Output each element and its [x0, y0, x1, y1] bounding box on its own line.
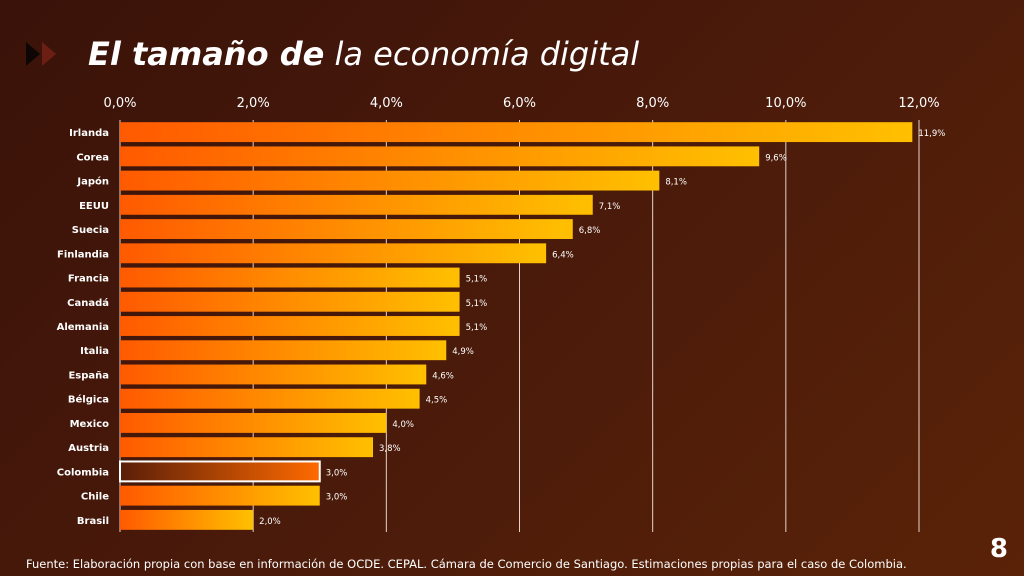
x-axis: 0,0% 2,0% 4,0% 6,0% 8,0% 10,0% 12,0%	[103, 96, 939, 111]
bar-españa	[120, 364, 427, 385]
x-tick-label: 12,0%	[898, 96, 939, 111]
bar-brasil	[120, 509, 254, 530]
value-label: 2,0%	[259, 517, 281, 527]
bar-suecia	[120, 219, 573, 239]
x-tick-label: 10,0%	[765, 96, 806, 111]
value-label: 8,1%	[665, 178, 687, 188]
category-label: España	[68, 370, 109, 381]
page-number: 8	[989, 534, 1008, 564]
value-label: 3,8%	[379, 444, 401, 454]
value-label: 3,0%	[326, 493, 348, 503]
bar-chile	[120, 485, 320, 506]
value-labels: 11,9% 9,6% 8,1% 7,1% 6,8% 6,4% 5,1% 5,1% 5,1% 4,9…	[259, 129, 945, 527]
category-label: Bélgica	[68, 394, 109, 406]
value-label: 4,9%	[452, 347, 474, 357]
category-label: Chile	[81, 492, 109, 503]
x-tick-label: 8,0%	[636, 96, 669, 111]
value-label: 6,4%	[552, 250, 574, 260]
category-label: Japón	[76, 176, 109, 188]
bar-austria	[120, 437, 374, 458]
category-label: Alemania	[57, 322, 109, 333]
category-label: Finlandia	[57, 249, 109, 260]
page-title: El tamaño de la economía digital	[88, 35, 639, 73]
category-labels: Irlanda Corea Japón EEUU Suecia Finlandia Fran…	[57, 128, 110, 527]
category-label: Corea	[76, 152, 109, 163]
bar-irlanda	[120, 122, 913, 143]
value-label: 5,1%	[466, 299, 488, 309]
value-label: 4,6%	[432, 371, 454, 381]
bar-italia	[120, 340, 447, 361]
value-label: 9,6%	[765, 153, 787, 163]
category-label: Brasil	[77, 516, 109, 527]
value-label: 4,5%	[426, 396, 448, 406]
value-label: 5,1%	[466, 323, 488, 333]
category-label: Irlanda	[69, 128, 109, 139]
bar-colombia	[119, 460, 321, 483]
value-label: 6,8%	[579, 226, 601, 236]
category-label: Suecia	[72, 225, 109, 236]
x-tick-label: 4,0%	[370, 96, 403, 111]
category-label: EEUU	[79, 201, 109, 212]
value-label: 11,9%	[918, 129, 945, 139]
category-label: Italia	[80, 346, 109, 357]
value-label: 3,0%	[326, 468, 348, 478]
x-tick-label: 6,0%	[503, 96, 536, 111]
double-arrow-icon	[26, 42, 56, 66]
bar-finlandia	[120, 243, 547, 264]
category-label: Francia	[68, 274, 109, 285]
bar-mexico	[120, 413, 387, 433]
value-label: 5,1%	[466, 275, 488, 285]
bar-corea	[120, 146, 760, 167]
x-tick-label: 2,0%	[237, 96, 270, 111]
title-rest: la economía digital	[334, 35, 640, 73]
category-label: Austria	[68, 443, 109, 454]
value-label: 7,1%	[599, 202, 621, 212]
bar-francia	[120, 267, 460, 288]
category-label: Canadá	[67, 297, 109, 309]
title-bold: El tamaño de	[88, 35, 325, 73]
category-label: Mexico	[70, 419, 110, 430]
category-label: Colombia	[57, 467, 109, 478]
bar-eeuu	[120, 194, 593, 215]
x-tick-label: 0,0%	[103, 96, 136, 111]
title-area: El tamaño de la economía digital	[22, 30, 639, 78]
bars	[119, 122, 913, 530]
value-label: 4,0%	[392, 420, 414, 430]
bar-bélgica	[120, 388, 420, 409]
source-footnote: Fuente: Elaboración propia con base en i…	[26, 557, 907, 571]
bar-canadá	[120, 291, 460, 312]
bar-japón	[120, 170, 660, 191]
bar-alemania	[120, 316, 460, 336]
